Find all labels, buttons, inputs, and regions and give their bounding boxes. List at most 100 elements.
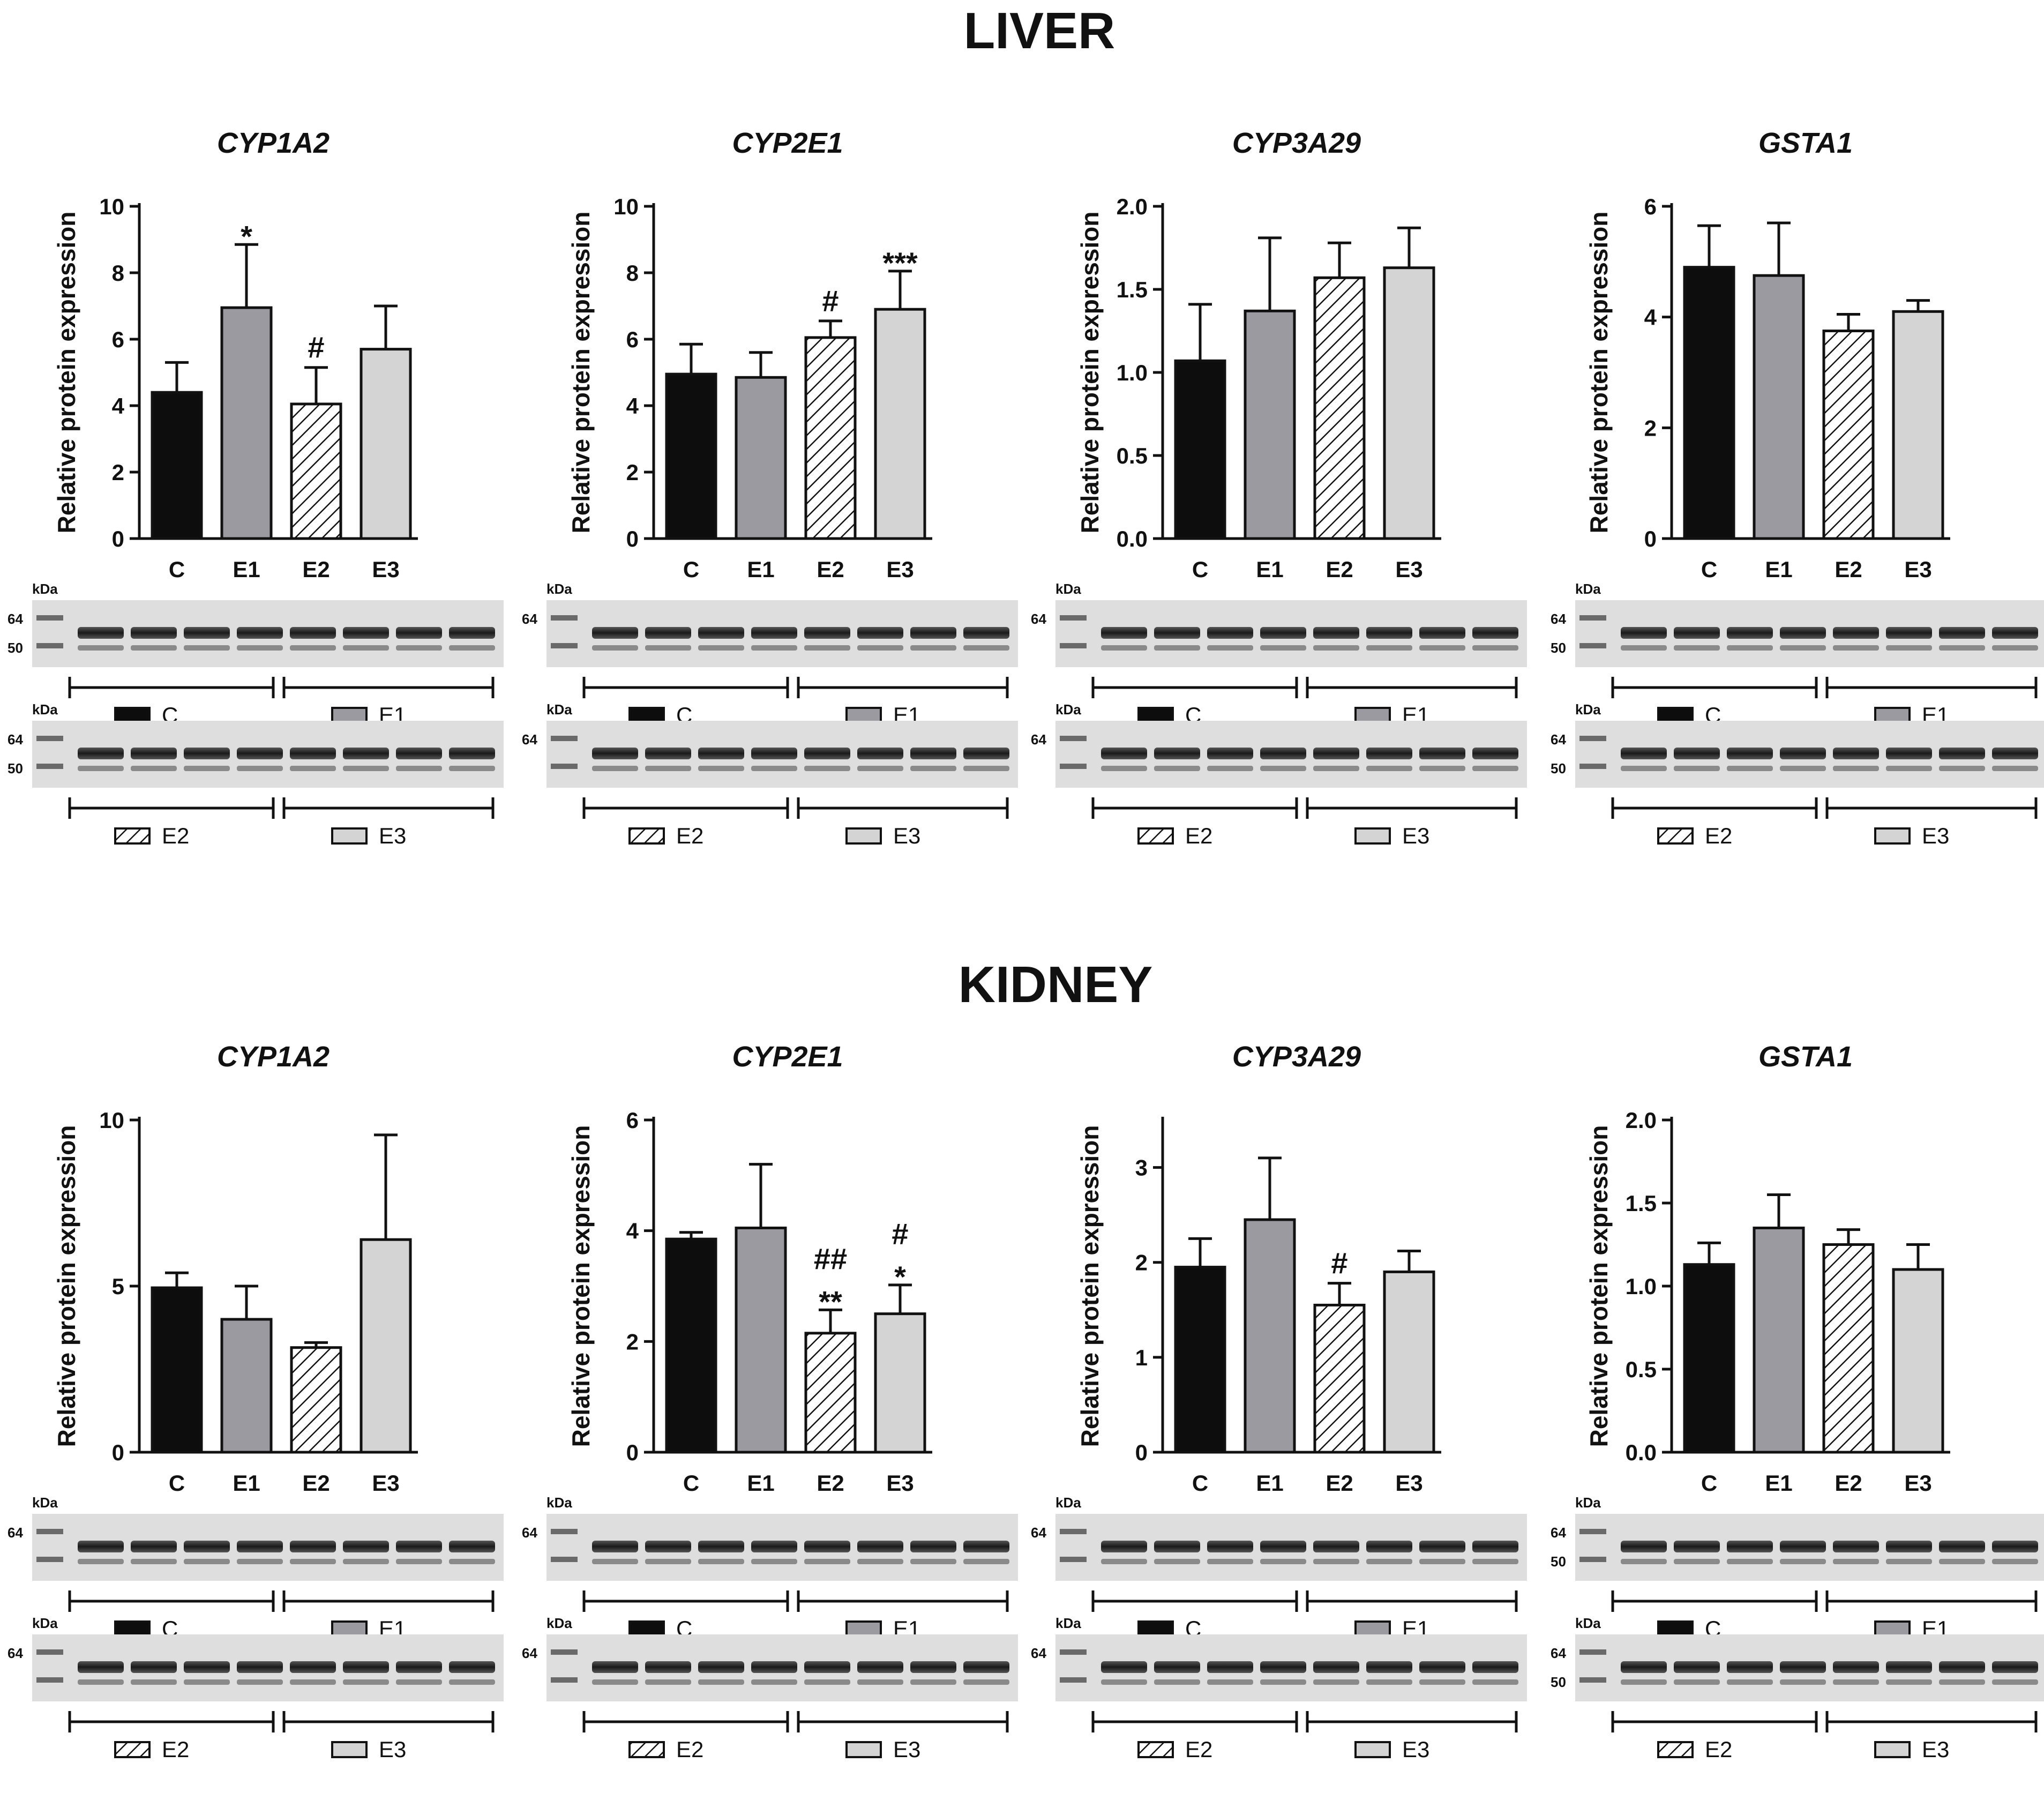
chart-title: CYP2E1 [732, 127, 843, 159]
protein-band [751, 645, 797, 651]
protein-band [1313, 645, 1359, 651]
protein-band [131, 645, 177, 651]
ladder-band [551, 1557, 578, 1562]
protein-band [857, 645, 903, 651]
bar-e2 [1313, 1303, 1366, 1454]
protein-band [751, 627, 797, 639]
protein-band [1366, 645, 1412, 651]
significance-mark: # [1331, 1246, 1347, 1280]
legend-swatch-e2 [628, 1741, 665, 1758]
kda-label: kDa [1575, 701, 1601, 718]
y-tick-label: 0 [626, 526, 639, 551]
protein-band [1472, 1541, 1518, 1552]
y-tick-label: 8 [112, 260, 124, 286]
protein-band [78, 645, 124, 651]
bar-c [1174, 1266, 1226, 1454]
y-tick-label: 5 [112, 1274, 124, 1299]
protein-band [1833, 645, 1879, 651]
protein-band [1833, 627, 1879, 639]
x-tick-label: E1 [1765, 557, 1792, 582]
y-axis-label: Relative protein expression [53, 212, 80, 534]
ladder-band [1579, 643, 1606, 648]
y-tick-label: 1.5 [1626, 1191, 1657, 1216]
kda-label: kDa [546, 1495, 572, 1511]
protein-band [857, 1661, 903, 1673]
protein-band [1621, 1541, 1667, 1552]
y-tick-label: 10 [99, 194, 124, 219]
protein-band [1313, 766, 1359, 771]
protein-band [1992, 766, 2038, 771]
protein-band [645, 645, 691, 651]
protein-band [910, 748, 956, 759]
y-tick-label: 0 [1644, 526, 1657, 551]
protein-band [343, 627, 389, 639]
kda-label: kDa [32, 701, 58, 718]
protein-band [592, 766, 638, 771]
legend-swatch-e3 [331, 1741, 368, 1758]
protein-band [1419, 1559, 1465, 1564]
protein-band [343, 1661, 389, 1673]
legend-swatch-e3 [845, 827, 882, 845]
ladder-band [36, 1677, 63, 1683]
bar-c [1683, 1263, 1735, 1454]
protein-band [1621, 766, 1667, 771]
protein-band [343, 748, 389, 759]
protein-band [131, 748, 177, 759]
x-tick-label: E2 [817, 1470, 844, 1496]
x-tick-label: C [1701, 1470, 1717, 1496]
y-tick-label: 1.5 [1117, 277, 1148, 302]
legend-swatch-e1 [1874, 1620, 1911, 1638]
protein-band [592, 627, 638, 639]
chart-panel-kidney-cyp1a2: CYP1A2 Relative protein expression 0 5 10 C E1… [8, 1041, 504, 1762]
protein-band [237, 1679, 283, 1685]
bar-c [665, 372, 717, 540]
legend-swatch-e2 [1137, 1741, 1174, 1758]
protein-band [449, 1661, 495, 1673]
marker-50: 50 [1551, 640, 1566, 656]
protein-band [910, 766, 956, 771]
protein-band [592, 1661, 638, 1673]
legend-label-e3: E3 [379, 1737, 406, 1762]
protein-band [1313, 1541, 1359, 1552]
legend-label-e2: E2 [162, 823, 189, 848]
protein-band [1780, 1661, 1826, 1673]
marker-64: 64 [1551, 731, 1566, 748]
x-tick-label: C [683, 1470, 699, 1496]
chart-panel-liver-cyp3a29: CYP3A29 Relative protein expression 0.0 0.5… [1031, 127, 1527, 848]
protein-band [804, 645, 850, 651]
protein-band [804, 766, 850, 771]
marker-50: 50 [1551, 1553, 1566, 1570]
protein-band [1727, 1679, 1773, 1685]
legend-label-e3: E3 [1402, 823, 1429, 848]
protein-band [1674, 748, 1720, 759]
protein-band [1674, 1541, 1720, 1552]
protein-band [396, 627, 442, 639]
ladder-band [1060, 736, 1087, 741]
protein-band [1366, 1541, 1412, 1552]
protein-band [910, 1559, 956, 1564]
bar-e1 [1244, 309, 1296, 540]
significance-mark: * [894, 1260, 906, 1294]
protein-band [592, 1559, 638, 1564]
legend-swatch-e3 [1874, 1741, 1911, 1758]
protein-band [1727, 1661, 1773, 1673]
bar-e2 [290, 402, 342, 540]
ladder-band [1579, 1677, 1606, 1683]
legend-swatch-e1 [331, 1620, 368, 1638]
protein-band [1780, 627, 1826, 639]
protein-band [645, 1541, 691, 1552]
protein-band [1207, 1559, 1253, 1564]
protein-band [290, 1679, 336, 1685]
protein-band [184, 1541, 230, 1552]
ladder-band [1060, 1557, 1087, 1562]
bar-e1 [220, 306, 273, 540]
kda-label: kDa [1575, 1615, 1601, 1631]
protein-band [1154, 627, 1200, 639]
y-tick-label: 0 [112, 1440, 124, 1465]
bar-c [665, 1237, 717, 1454]
x-tick-label: E3 [1904, 557, 1931, 582]
